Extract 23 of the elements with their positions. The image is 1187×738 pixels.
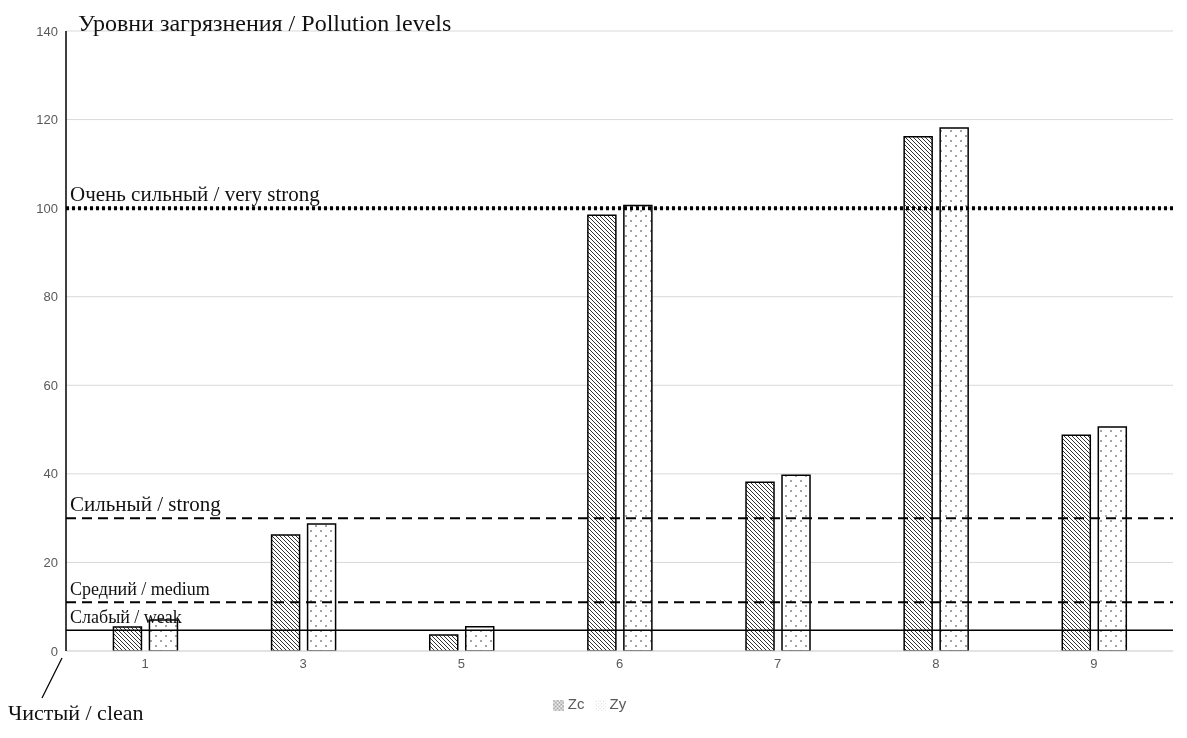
ref-line-label: Очень сильный / very strong <box>70 182 321 207</box>
x-tick-label: 7 <box>774 656 782 672</box>
x-tick-label: 1 <box>141 656 149 672</box>
x-tick-label: 5 <box>457 656 465 672</box>
y-tick-label: 100 <box>36 200 58 216</box>
x-tick-label: 9 <box>1090 656 1098 672</box>
bar <box>428 634 459 651</box>
y-tick-label: 60 <box>43 377 58 393</box>
x-tick-label: 8 <box>932 656 940 672</box>
y-tick-label: 140 <box>36 23 58 39</box>
text: Чистый / clean <box>8 700 144 726</box>
y-tick-label: 0 <box>50 643 58 659</box>
ref-line-label: Сильный / strong <box>70 492 222 517</box>
legend-label: Zc <box>567 695 585 712</box>
x-tick-label: 3 <box>299 656 307 672</box>
y-tick-label: 40 <box>43 466 58 482</box>
y-tick-label: 120 <box>36 112 58 128</box>
y-axis-title: Уровни загрязнения / Pollution levels <box>78 10 452 37</box>
x-tick-label: 6 <box>615 656 624 672</box>
y-tick-label: 80 <box>43 289 58 305</box>
ref-line-label: Средний / medium <box>70 579 210 600</box>
y-tick-label: 20 <box>43 555 58 571</box>
legend-label: Zy <box>609 695 627 712</box>
